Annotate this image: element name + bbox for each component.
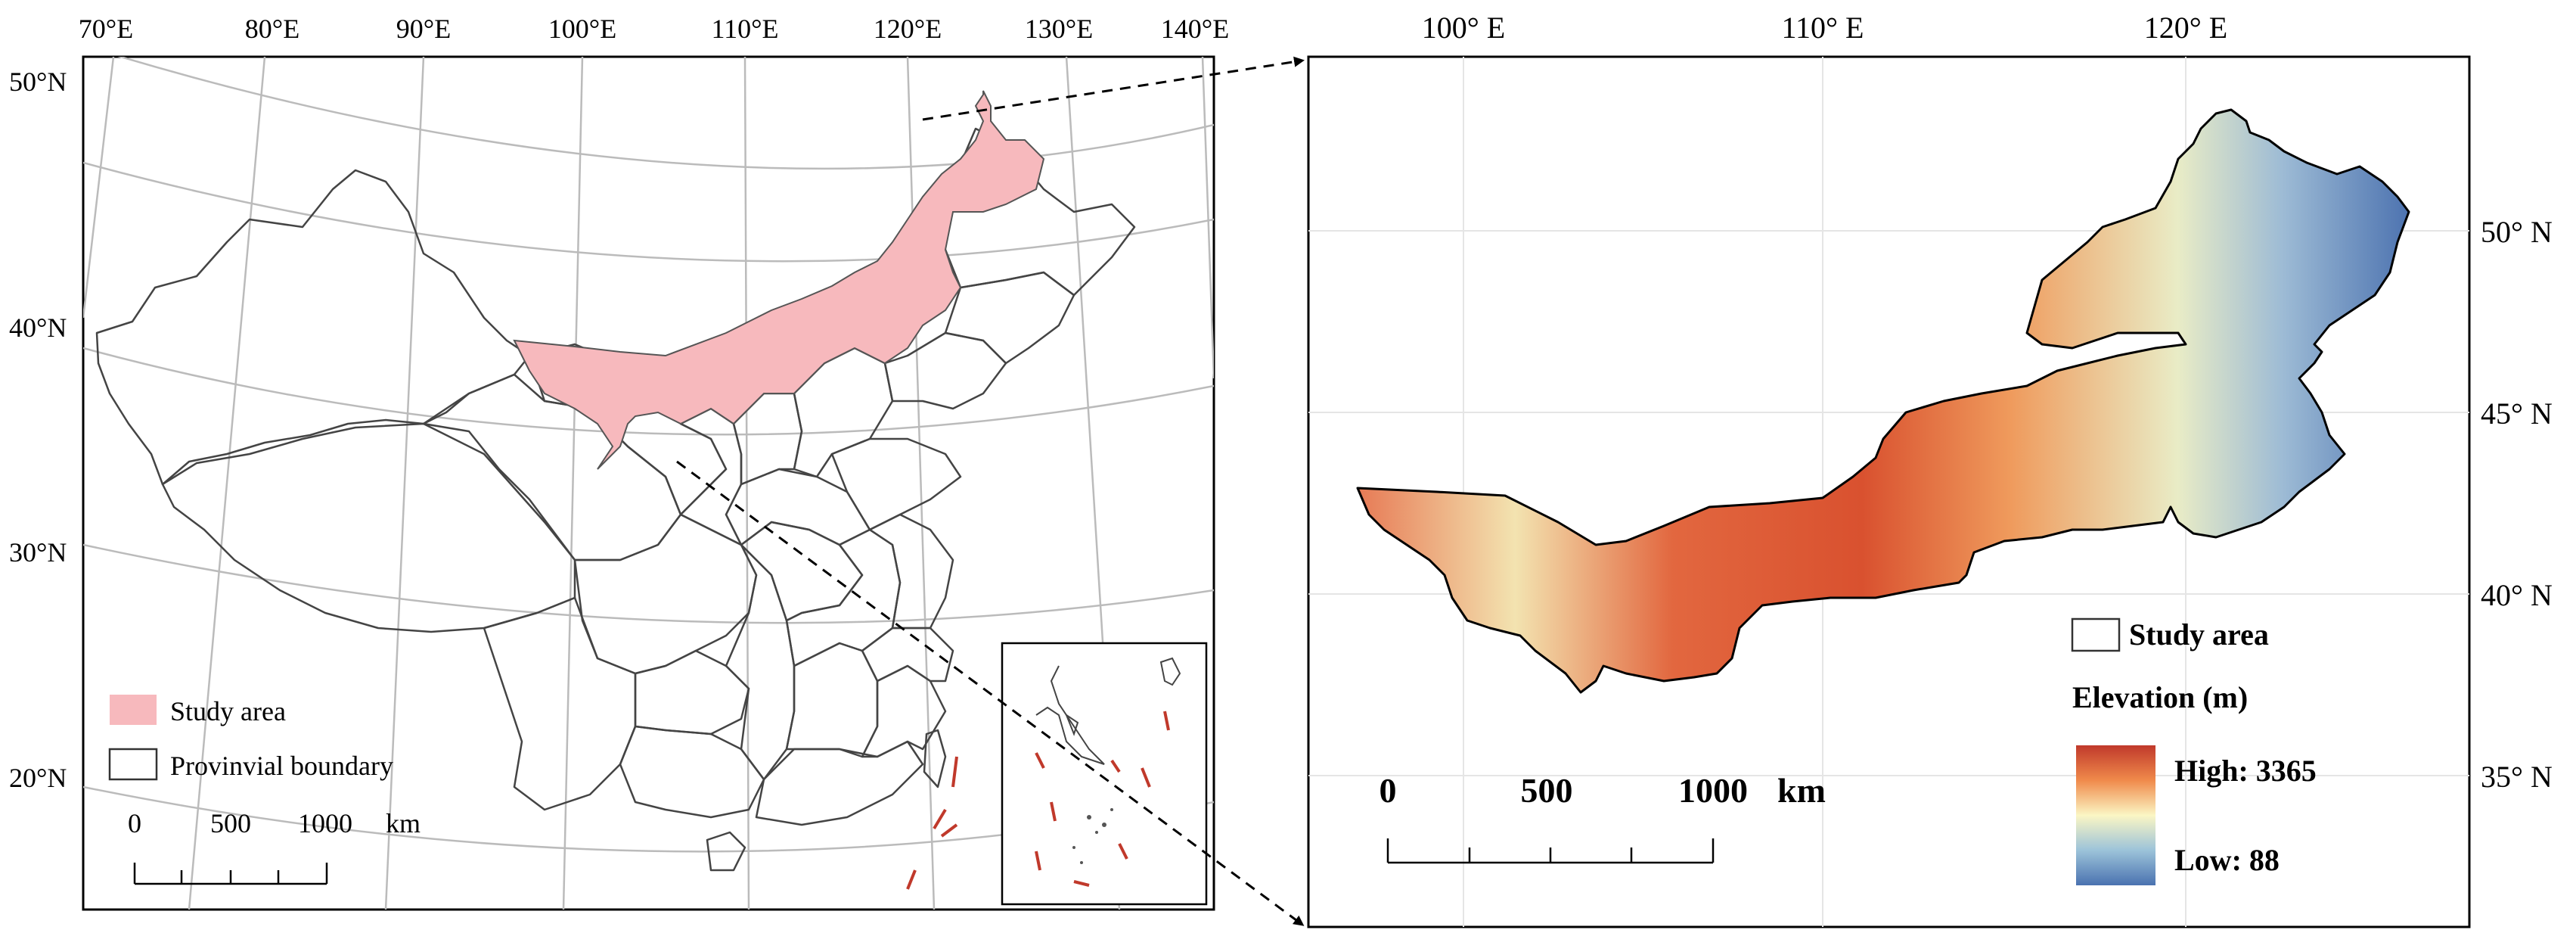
lon-label-110e-right: 110° E — [1782, 11, 1864, 45]
study-area-elevation — [1356, 108, 2410, 694]
lon-label-100e-right: 100° E — [1422, 11, 1505, 45]
inset-map — [1001, 642, 1208, 906]
elevation-title: Elevation (m) — [2072, 680, 2248, 714]
elevation-color-ramp — [2076, 745, 2155, 885]
elevation-high-label: High: 3365 — [2174, 754, 2317, 788]
right-scale-label-1000: 1000 — [1678, 771, 1748, 810]
lon-label-120e: 120°E — [874, 14, 942, 44]
right-scale-label-500: 500 — [1521, 771, 1573, 810]
lon-label-140e: 140°E — [1161, 14, 1229, 44]
left-map: 70°E 80°E 90°E 100°E 110°E 120°E 130°E 1… — [9, 14, 1229, 911]
inset-frame — [1001, 642, 1208, 906]
lat-label-45n-right: 45° N — [2481, 397, 2553, 431]
right-legend-study-area-label: Study area — [2129, 617, 2269, 652]
lat-label-35n-right: 35° N — [2481, 760, 2553, 794]
connector-arrows — [676, 56, 1305, 926]
left-top-longitude-labels: 70°E 80°E 90°E 100°E 110°E 120°E 130°E 1… — [79, 14, 1229, 44]
study-area-left — [513, 90, 1045, 470]
lat-label-50n-right: 50° N — [2481, 215, 2553, 249]
right-legend: Study area Elevation (m) High: 3365 Low:… — [2071, 617, 2317, 885]
right-latitude-labels: 50° N 45° N 40° N 35° N — [2481, 215, 2553, 794]
connector-arrow-bottom — [676, 460, 1305, 926]
elevation-low-label: Low: 88 — [2174, 843, 2280, 877]
tibet-province — [161, 422, 576, 633]
right-scale-unit: km — [1777, 771, 1826, 810]
hainan-province — [706, 831, 746, 872]
lon-label-100e: 100°E — [548, 14, 616, 44]
left-scale-label-1000: 1000 — [298, 808, 352, 838]
legend-boundary-swatch — [108, 748, 158, 781]
left-scale-unit: km — [386, 808, 421, 838]
lon-label-120e-right: 120° E — [2144, 11, 2227, 45]
jiangsu-province — [868, 513, 954, 630]
legend-study-area-label: Study area — [170, 696, 286, 726]
left-latitude-labels: 50°N 40°N 30°N 20°N — [9, 67, 67, 793]
left-legend: Study area Provinvial boundary — [108, 695, 393, 781]
lon-label-130e: 130°E — [1025, 14, 1093, 44]
lat-label-40n: 40°N — [9, 313, 67, 343]
left-graticule — [83, 57, 1214, 910]
lon-label-70e: 70°E — [79, 14, 133, 44]
left-scale-label-500: 500 — [210, 808, 251, 838]
lat-label-20n: 20°N — [9, 763, 67, 793]
china-provinces — [95, 127, 1136, 872]
lon-label-110e: 110°E — [711, 14, 778, 44]
left-scale-label-0: 0 — [128, 808, 141, 838]
right-top-longitude-labels: 100° E 110° E 120° E — [1422, 11, 2227, 45]
legend-study-area-swatch — [110, 695, 157, 725]
lat-label-50n: 50°N — [9, 67, 67, 97]
connector-arrow-top — [922, 56, 1305, 121]
south-china-sea-islands — [906, 756, 958, 890]
shandong-province — [830, 437, 962, 531]
lat-label-40n-right: 40° N — [2481, 578, 2553, 612]
legend-boundary-label: Provinvial boundary — [170, 751, 393, 781]
right-map: 100° E 110° E 120° E 50° N 45° N 40° N 3… — [1307, 11, 2553, 928]
taiwan-province — [923, 729, 947, 788]
right-legend-study-area-swatch — [2071, 617, 2121, 652]
right-scale-bar: 0 500 1000 km — [1380, 771, 1826, 864]
lon-label-80e: 80°E — [245, 14, 299, 44]
right-scale-label-0: 0 — [1380, 771, 1397, 810]
lat-label-30n: 30°N — [9, 537, 67, 568]
lon-label-90e: 90°E — [396, 14, 451, 44]
left-scale-bar: 0 500 1000 km — [128, 808, 421, 885]
